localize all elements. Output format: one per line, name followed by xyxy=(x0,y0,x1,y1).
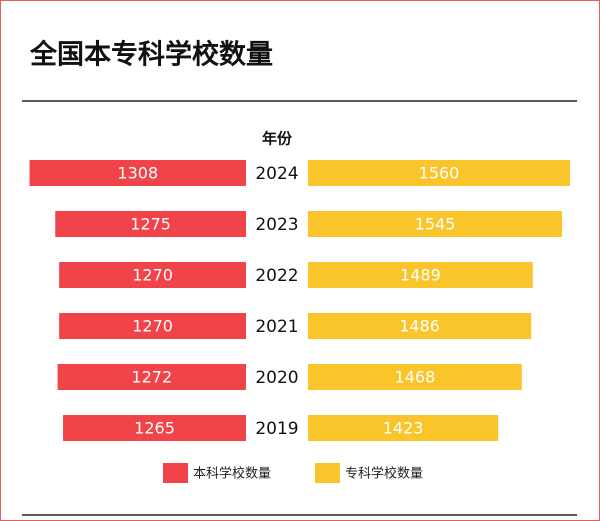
bar xyxy=(308,364,522,390)
category-label: 2020 xyxy=(255,368,298,388)
bar xyxy=(308,313,532,339)
bar xyxy=(59,262,247,288)
bar xyxy=(55,211,246,237)
category-label: 2019 xyxy=(255,419,298,439)
value-label: 1486 xyxy=(399,317,440,336)
category-label: 2022 xyxy=(255,266,298,286)
bar xyxy=(59,313,247,339)
value-label: 1545 xyxy=(415,215,456,234)
chart-title: 全国本专科学校数量 xyxy=(29,39,273,71)
category-label: 2021 xyxy=(255,317,298,337)
bar xyxy=(63,415,247,441)
legend-label: 本科学校数量 xyxy=(193,466,271,482)
value-label: 1272 xyxy=(131,368,172,387)
bar xyxy=(308,160,570,186)
value-label: 1308 xyxy=(117,164,158,183)
legend-label: 专科学校数量 xyxy=(345,466,423,482)
value-label: 1468 xyxy=(395,368,436,387)
legend-swatch xyxy=(163,463,188,483)
value-label: 1270 xyxy=(132,266,173,285)
value-label: 1270 xyxy=(132,317,173,336)
value-label: 1560 xyxy=(419,164,460,183)
value-label: 1423 xyxy=(383,419,424,438)
category-label: 2024 xyxy=(255,164,298,184)
value-label: 1265 xyxy=(134,419,175,438)
legend-swatch xyxy=(315,463,340,483)
value-label: 1275 xyxy=(130,215,171,234)
bar xyxy=(308,415,499,441)
bar xyxy=(308,262,533,288)
bar xyxy=(29,160,246,186)
value-label: 1489 xyxy=(400,266,441,285)
category-label: 2023 xyxy=(255,215,298,235)
bar xyxy=(308,211,563,237)
bar xyxy=(57,364,247,390)
category-header: 年份 xyxy=(262,130,293,148)
